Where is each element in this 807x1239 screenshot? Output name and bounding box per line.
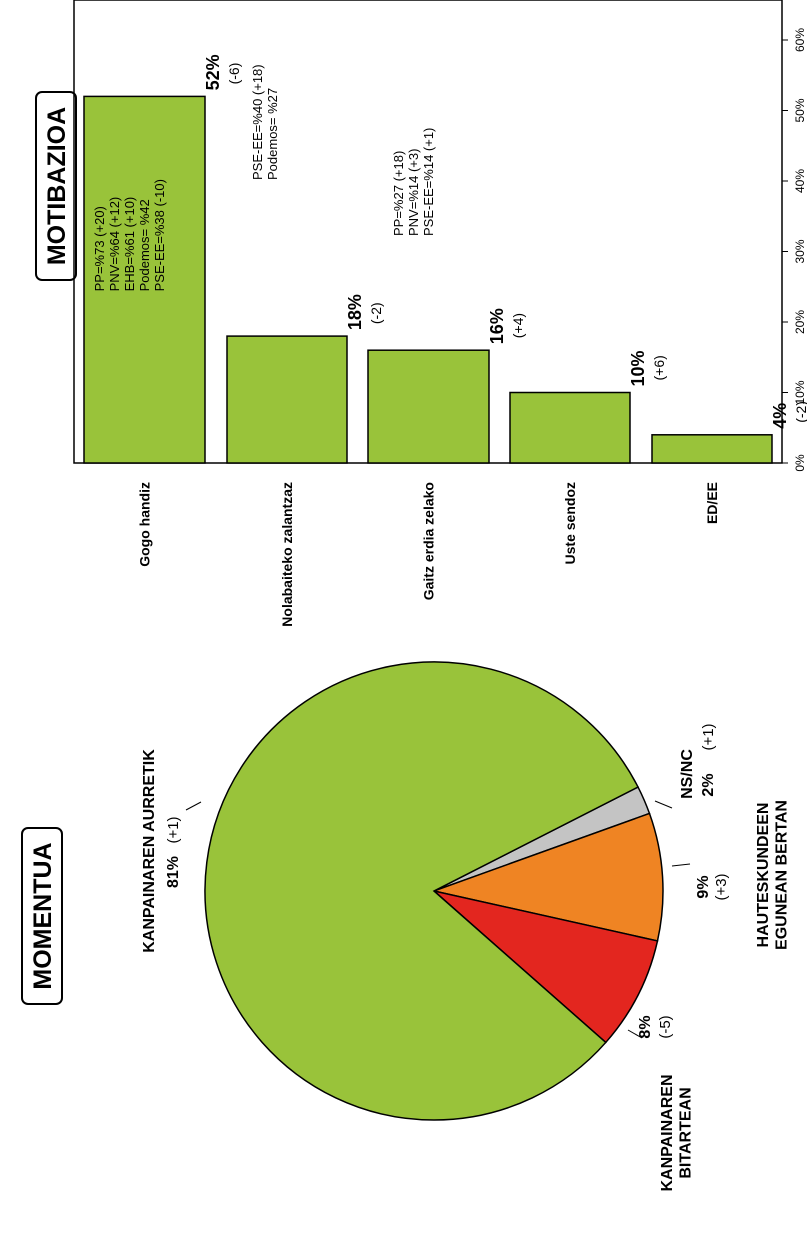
pie-label-nsnc: NS/NC xyxy=(679,749,696,799)
change-label-0: (-6) xyxy=(226,63,242,85)
motibazioa-bar-chart: 52% (-6) PP=%73 (+20) PNV=%64 (+12) EHB=%61 … xyxy=(73,0,807,627)
pie-change-bitartean: (-5) xyxy=(657,1015,674,1038)
bar-3 xyxy=(509,391,631,464)
category-labels: Gogo handiz Nolabaiteko zalantzaz Gaitz er… xyxy=(137,482,721,627)
annotation-0-0: PP=%73 (+20) xyxy=(92,206,107,291)
tick-label-4: 40% xyxy=(793,169,807,193)
momentua-title: MOMENTUA xyxy=(29,842,57,989)
value-label-3: 10% xyxy=(628,350,648,386)
bars-group: 52% (-6) PP=%73 (+20) PNV=%64 (+12) EHB=%61 … xyxy=(83,54,807,464)
category-label-2: Gaitz erdia zelako xyxy=(421,482,437,600)
motibazioa-title-box: MOTIBAZIOA xyxy=(35,91,77,281)
value-label-1: 18% xyxy=(345,294,365,330)
annotation-0-1: PNV=%64 (+12) xyxy=(107,197,122,292)
leader-nsnc xyxy=(654,800,673,809)
pie-change-aurretik: (+1) xyxy=(165,816,182,843)
pie-value-nsnc: 2% xyxy=(700,773,717,796)
leader-aurretik xyxy=(185,801,202,811)
leader-bitartean xyxy=(627,1029,643,1039)
annotation-0-3: Podemos= %42 xyxy=(137,199,152,291)
tick-label-1: 10% xyxy=(793,380,807,404)
pie-label-egunean: HAUTESKUNDEENEGUNEAN BERTAN xyxy=(755,800,790,950)
annotation-0-2: EHB=%61 (+10) xyxy=(122,197,137,292)
pie-value-egunean: 9% xyxy=(695,875,712,898)
bar-2 xyxy=(367,349,490,464)
value-label-4: 4% xyxy=(770,403,790,429)
bar-4 xyxy=(651,434,773,464)
tick-label-0: 0% xyxy=(793,454,807,472)
pie-label-aurretik: KANPAINAREN AURRETIK xyxy=(141,749,158,953)
pie-label-bitartean: KANPAINARENBITARTEAN xyxy=(659,1074,694,1191)
annotation-2-2: PSE-EE=%14 (+1) xyxy=(421,128,436,236)
tick-label-3: 30% xyxy=(793,239,807,263)
motibazioa-title: MOTIBAZIOA xyxy=(43,107,71,265)
annotation-2-0: PP=%27 (+18) xyxy=(391,151,406,236)
pie-value-bitartean: 8% xyxy=(637,1015,654,1038)
tick-label-2: 20% xyxy=(793,310,807,334)
category-label-1: Nolabaiteko zalantzaz xyxy=(279,482,295,627)
change-label-2: (+4) xyxy=(510,313,526,338)
change-label-4: (-2) xyxy=(793,401,807,423)
pie-change-nsnc: (+1) xyxy=(700,723,717,750)
bar-0 xyxy=(83,95,206,464)
momentua-pie-chart xyxy=(204,661,664,1121)
category-label-4: ED/EE xyxy=(704,482,720,524)
annotation-2-1: PNV=%14 (+3) xyxy=(406,149,421,236)
value-label-0: 52% xyxy=(203,54,223,90)
change-label-1: (-2) xyxy=(368,302,384,324)
category-label-3: Uste sendoz xyxy=(562,482,578,564)
pie-slice-2 xyxy=(431,812,664,942)
momentua-title-box: MOMENTUA xyxy=(21,827,63,1005)
pie-labels: KANPAINAREN AURRETIK 81% (+1) 8% (-5) KA… xyxy=(141,723,790,1191)
category-label-0: Gogo handiz xyxy=(137,482,153,567)
pie-slice-1 xyxy=(433,890,659,1044)
annotation-1-1: Podemos= %27 xyxy=(265,88,280,180)
change-label-3: (+6) xyxy=(651,355,667,380)
leader-egunean xyxy=(671,863,691,867)
bar-1 xyxy=(226,335,348,464)
tick-label-6: 60% xyxy=(793,28,807,52)
tick-label-5: 50% xyxy=(793,98,807,122)
value-label-2: 16% xyxy=(487,308,507,344)
pie-slice-0 xyxy=(204,661,640,1121)
pie-value-aurretik: 81% xyxy=(165,856,182,888)
annotation-1-0: PSE-EE=%40 (+18) xyxy=(250,64,265,180)
pie-change-egunean: (+3) xyxy=(713,873,730,900)
annotation-0-4: PSE-EE=%38 (-10) xyxy=(152,179,167,291)
value-axis-ticks: 0% 10% 20% 30% 40% 50% 60% xyxy=(782,28,807,472)
